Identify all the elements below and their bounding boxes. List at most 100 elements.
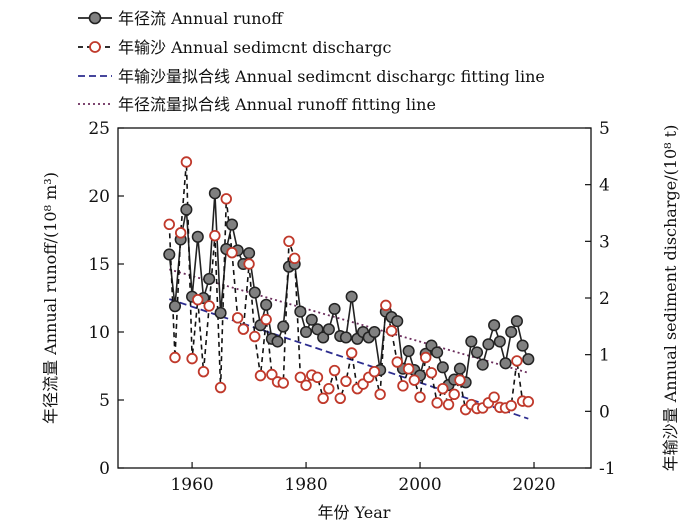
runoff-point [163, 248, 176, 261]
runoff-point [311, 323, 324, 336]
runoff-point [470, 346, 484, 359]
sediment-point [294, 371, 307, 384]
runoff-point [345, 290, 358, 303]
runoff-point [305, 313, 318, 326]
series-markers [163, 156, 535, 416]
y-right-tick-label: 4 [599, 176, 610, 196]
sediment-point [328, 364, 341, 377]
runoff-point [488, 319, 501, 332]
sediment-point [288, 252, 301, 265]
runoff-point [465, 335, 478, 348]
runoff-point [516, 339, 529, 352]
runoff-point [317, 331, 330, 344]
x-axis-label: 年份 Year [318, 503, 391, 522]
runoff-point [510, 315, 523, 328]
x-tick-label: 2020 [512, 475, 555, 495]
sediment-point [231, 312, 244, 324]
runoff-point [482, 338, 495, 351]
sediment-point [283, 235, 295, 248]
sediment-point [454, 374, 466, 386]
runoff-point [402, 344, 415, 358]
sediment-point [277, 377, 289, 389]
y-axis-left-label: 年径流量 Annual runoff/(10⁸ m³) [41, 172, 60, 424]
sediment-point [431, 397, 443, 409]
sediment-point [169, 351, 181, 364]
y-axis-right-label: 年输沙量 Annual sediment discharge/(10⁸ t) [661, 125, 680, 472]
runoff-point [368, 325, 381, 339]
y-right-tick-label: 5 [599, 119, 610, 139]
y-left-tick-label: 0 [99, 459, 110, 479]
legend: 年径流 Annual runoff 年输沙 Annual sedimcnt di… [78, 9, 545, 114]
x-tick-label: 2000 [398, 475, 441, 495]
y-right-tick-label: 3 [599, 232, 610, 252]
sediment-point [300, 379, 312, 391]
runoff-point [300, 325, 313, 339]
sediment-point [385, 325, 398, 337]
sediment-point [420, 351, 432, 364]
sediment-point [192, 294, 204, 306]
y-right-tick-label: 0 [599, 402, 610, 422]
sediment-point [317, 392, 329, 405]
axis-ticks: 1960 1980 2000 2020 0 5 10 15 20 25 -1 0 1 2 3 4 5 [88, 119, 615, 495]
runoff-point [391, 315, 404, 328]
sediment-point [425, 367, 438, 379]
sediment-point [311, 371, 324, 384]
legend-runoff-marker [88, 11, 102, 25]
sediment-point [237, 323, 250, 335]
sediment-point [334, 392, 346, 405]
sediment-point [391, 356, 403, 368]
sediment-point [226, 246, 238, 259]
sediment-point [214, 381, 227, 394]
runoff-point [436, 361, 449, 374]
y-right-tick-label: 2 [599, 289, 610, 309]
sediment-point [174, 227, 187, 239]
runoff-point [522, 353, 535, 366]
runoff-point [499, 357, 512, 370]
sediment-point [402, 363, 415, 375]
y-left-tick-label: 10 [88, 323, 110, 343]
sediment-point [374, 388, 386, 401]
x-tick-label: 1960 [170, 475, 213, 495]
sediment-point [414, 391, 426, 403]
sediment-point [254, 369, 267, 382]
legend-item-runoff-fit: 年径流量拟合线 Annual runoff fitting line [78, 95, 436, 114]
runoff-point [431, 346, 444, 359]
sediment-point [180, 156, 193, 168]
sediment-point [448, 388, 460, 401]
legend-sediment-marker [89, 41, 101, 53]
runoff-point [208, 187, 221, 200]
runoff-point [168, 300, 182, 313]
sediment-point [323, 382, 335, 395]
sediment-point [266, 368, 278, 381]
y-left-tick-label: 5 [99, 391, 110, 411]
sediment-point [260, 313, 272, 326]
runoff-point [476, 358, 489, 371]
runoff-point [493, 335, 506, 348]
runoff-point [203, 272, 216, 286]
legend-item-sediment-fit: 年输沙量拟合线 Annual sedimcnt dischargc fittin… [78, 67, 545, 86]
sediment-point [203, 300, 215, 312]
sediment-point [243, 258, 255, 270]
runoff-point [322, 323, 335, 336]
runoff-point [214, 306, 227, 320]
legend-label-sediment: 年输沙 Annual sedimcnt dischargc [118, 38, 392, 57]
sediment-point [209, 229, 221, 242]
sediment-point [220, 193, 232, 205]
runoff-point [248, 286, 261, 299]
runoff-point [243, 247, 256, 260]
sediment-point [505, 399, 517, 412]
sediment-point [437, 382, 449, 395]
sediment-point [345, 347, 358, 359]
sediment-point [442, 398, 455, 411]
y-left-tick-label: 15 [88, 255, 110, 275]
runoff-point [225, 218, 239, 231]
x-tick-label: 1980 [284, 475, 327, 495]
y-left-tick-label: 25 [88, 119, 110, 139]
sediment-fit-line [169, 298, 529, 420]
runoff-point [505, 325, 518, 339]
runoff-point [294, 305, 307, 318]
runoff-point [180, 203, 193, 216]
sediment-point [380, 299, 392, 312]
sediment-point [163, 218, 175, 231]
